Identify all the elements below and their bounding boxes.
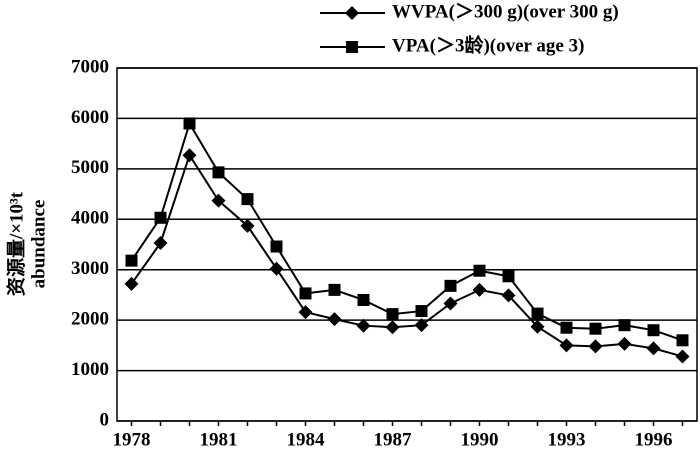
y-tick-label: 4000 — [71, 208, 109, 229]
marker — [327, 312, 342, 327]
marker — [241, 193, 254, 206]
y-label-line: 资源量/×10³t — [4, 191, 27, 296]
marker — [154, 211, 167, 224]
marker — [647, 324, 660, 337]
marker — [444, 279, 457, 292]
marker — [530, 319, 545, 334]
marker — [676, 334, 689, 347]
marker — [415, 305, 428, 318]
marker — [182, 148, 197, 163]
marker — [299, 287, 312, 300]
y-tick-label: 1000 — [71, 359, 109, 380]
marker — [212, 166, 225, 179]
marker — [298, 305, 313, 320]
marker — [125, 254, 138, 267]
legend-label: VPA(＞3龄)(over age 3) — [392, 33, 584, 56]
marker — [385, 320, 400, 335]
y-tick-label: 0 — [100, 409, 110, 430]
marker — [270, 240, 283, 253]
legend-label: WVPA(＞300 g)(over 300 g) — [392, 1, 619, 22]
marker — [472, 282, 487, 297]
x-tick-label: 1990 — [461, 429, 499, 450]
marker — [153, 235, 168, 250]
y-label-line: abundance — [28, 200, 49, 289]
marker — [269, 261, 284, 276]
marker — [328, 283, 341, 296]
marker — [589, 322, 602, 335]
marker — [560, 321, 573, 334]
marker — [356, 318, 371, 333]
marker — [617, 336, 632, 351]
x-tick-label: 1978 — [113, 429, 151, 450]
marker — [473, 264, 486, 277]
y-tick-label: 5000 — [71, 157, 109, 178]
y-tick-label: 3000 — [71, 258, 109, 279]
marker — [443, 296, 458, 311]
marker — [240, 218, 255, 233]
marker — [559, 338, 574, 353]
x-tick-label: 1981 — [200, 429, 238, 450]
marker — [588, 339, 603, 354]
marker — [675, 349, 690, 364]
series-line — [130, 121, 683, 342]
plot-frame — [116, 67, 698, 422]
marker — [183, 117, 196, 130]
marker — [345, 6, 359, 20]
y-tick-label: 7000 — [71, 56, 109, 77]
y-tick-label: 6000 — [71, 107, 109, 128]
marker — [502, 270, 515, 283]
marker — [124, 276, 139, 291]
marker — [211, 193, 226, 208]
marker — [618, 319, 631, 332]
marker — [501, 288, 516, 303]
marker — [357, 293, 370, 306]
marker — [531, 307, 544, 320]
x-tick-label: 1984 — [287, 429, 326, 450]
marker — [414, 318, 429, 333]
y-tick-label: 2000 — [71, 309, 109, 330]
marker — [386, 308, 399, 321]
x-tick-label: 1996 — [635, 429, 673, 450]
marker — [646, 341, 661, 356]
x-tick-label: 1993 — [548, 429, 586, 450]
x-tick-label: 1987 — [374, 429, 413, 450]
marker — [346, 41, 358, 53]
y-axis-label: 资源量/×10³t abundance — [4, 191, 49, 296]
